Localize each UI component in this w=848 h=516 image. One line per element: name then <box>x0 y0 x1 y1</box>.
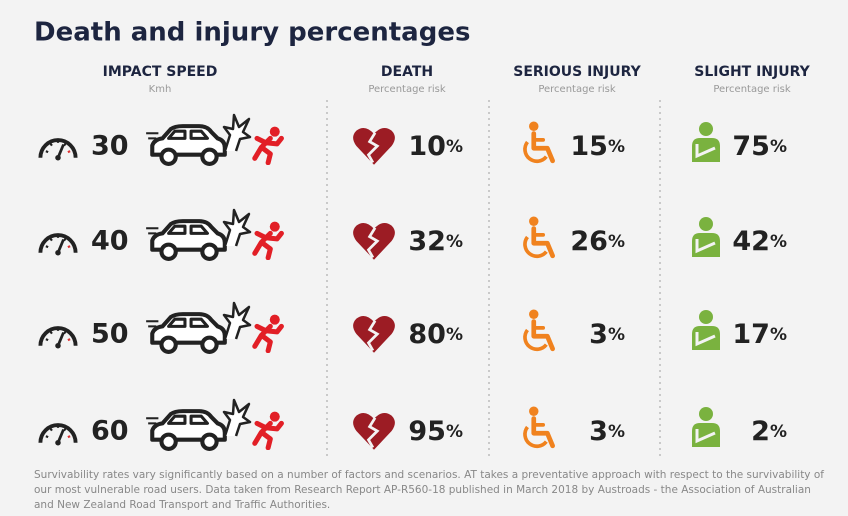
value: 42 <box>732 226 770 257</box>
value: 3 <box>589 319 608 350</box>
value: 32 <box>408 226 446 257</box>
column-subheading: Percentage risk <box>368 84 446 95</box>
value: 95 <box>408 416 446 447</box>
value: 15 <box>570 131 608 162</box>
speed: 60 <box>91 416 129 447</box>
column-heading: SERIOUS INJURY <box>513 64 641 80</box>
value: 10 <box>408 131 446 162</box>
value: 2 <box>751 416 770 447</box>
value: 75 <box>732 131 770 162</box>
column-subheading: Kmh <box>149 84 172 95</box>
unit: % <box>770 232 787 252</box>
column-heading: IMPACT SPEED <box>103 64 218 80</box>
value: 80 <box>408 319 446 350</box>
unit: % <box>608 137 625 157</box>
unit: % <box>770 422 787 442</box>
unit: % <box>608 232 625 252</box>
unit: % <box>446 422 463 442</box>
unit: % <box>446 325 463 345</box>
value: 3 <box>589 416 608 447</box>
column-subheading: Percentage risk <box>538 84 616 95</box>
unit: % <box>770 325 787 345</box>
unit: % <box>608 422 625 442</box>
column-subheading: Percentage risk <box>713 84 791 95</box>
footnote: Survivability rates vary significantly b… <box>34 468 834 513</box>
infographic: Death and injury percentages IMPACT SPEE… <box>0 0 848 516</box>
column-heading: SLIGHT INJURY <box>694 64 810 80</box>
title: Death and injury percentages <box>34 18 470 48</box>
speed: 30 <box>91 131 129 162</box>
unit: % <box>770 137 787 157</box>
column-heading: DEATH <box>381 64 433 80</box>
unit: % <box>446 232 463 252</box>
unit: % <box>608 325 625 345</box>
value: 26 <box>570 226 608 257</box>
value: 17 <box>732 319 770 350</box>
panel: Death and injury percentages IMPACT SPEE… <box>0 0 848 465</box>
speed: 50 <box>91 319 129 350</box>
speed: 40 <box>91 226 129 257</box>
unit: % <box>446 137 463 157</box>
